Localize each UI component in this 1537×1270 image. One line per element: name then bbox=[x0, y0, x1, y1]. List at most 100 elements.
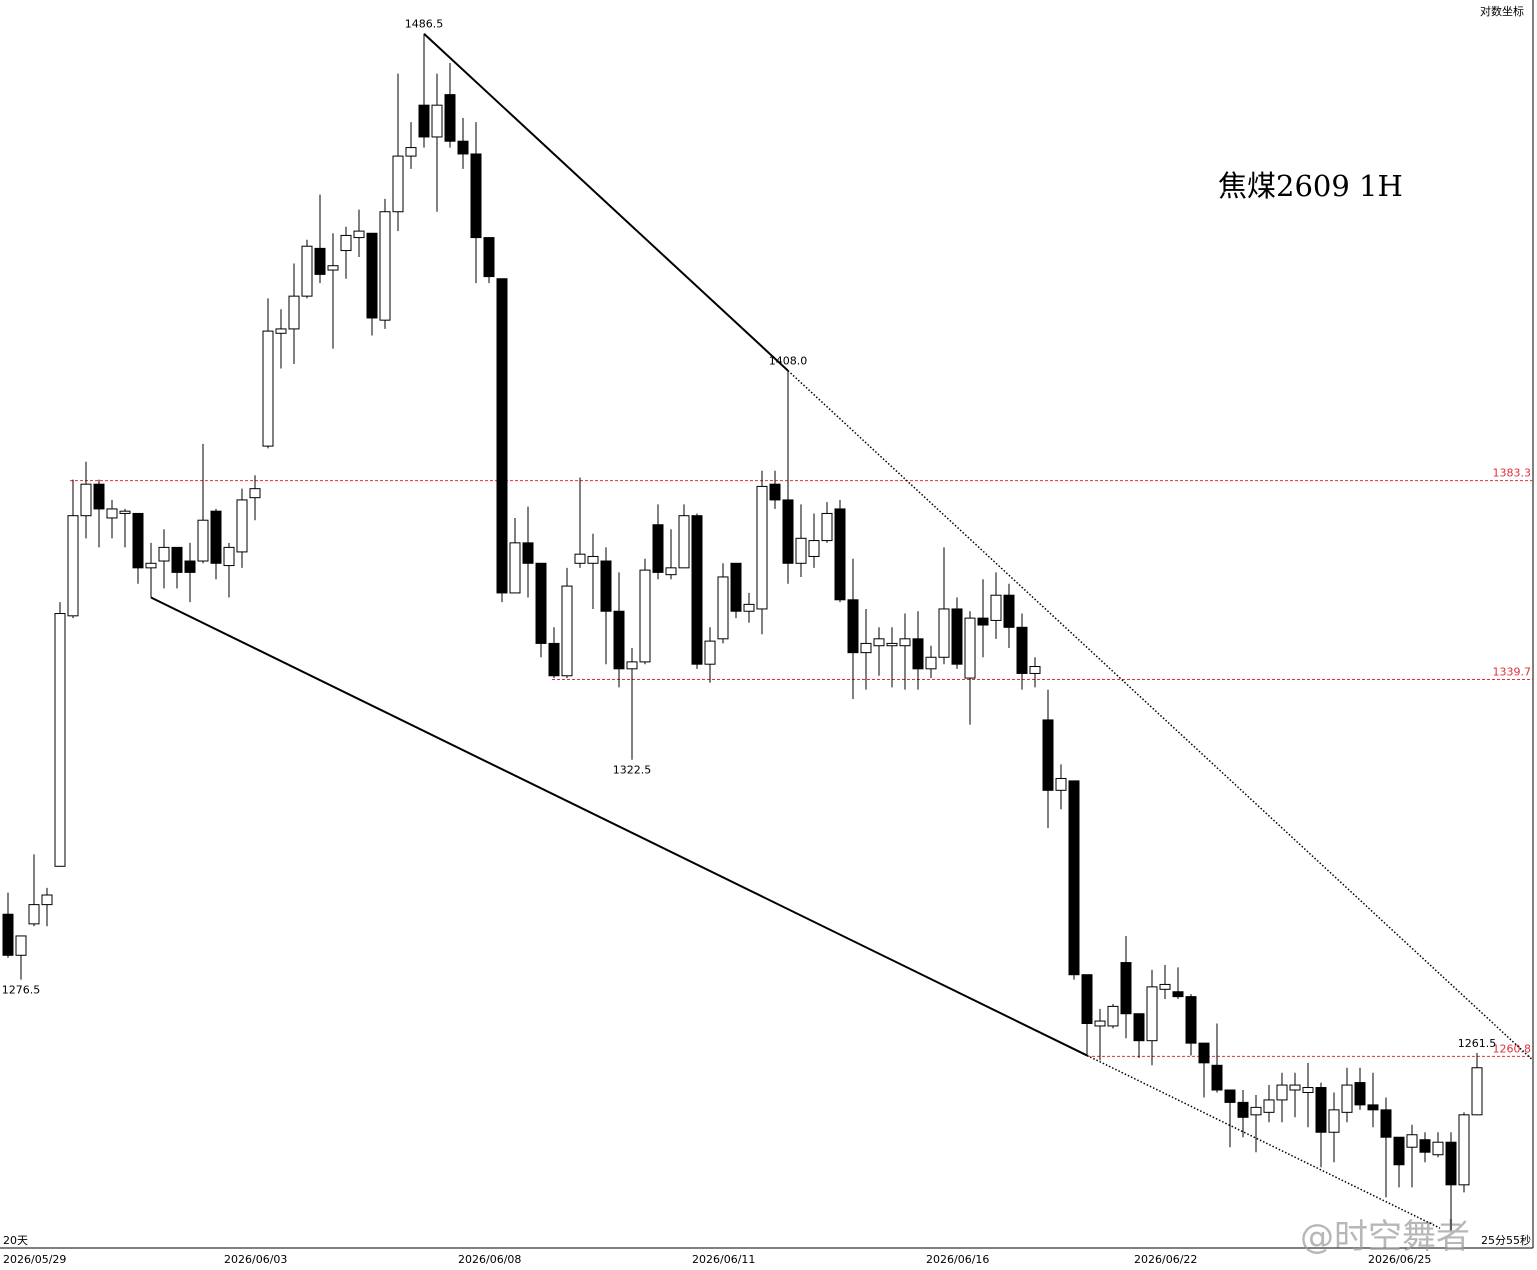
candle-body bbox=[1133, 1013, 1145, 1042]
candle-body bbox=[1471, 1067, 1483, 1116]
candle-body bbox=[1263, 1099, 1275, 1113]
candle-body bbox=[808, 540, 820, 557]
candle-body bbox=[405, 147, 417, 157]
x-tick-label: 2026/05/29 bbox=[3, 1253, 66, 1266]
candle-body bbox=[145, 562, 157, 569]
candle-body bbox=[392, 155, 404, 213]
candle-body bbox=[561, 585, 573, 677]
candle-body bbox=[730, 562, 742, 612]
level-label: 1260.8 bbox=[1493, 1042, 1532, 1055]
candle-body bbox=[1354, 1082, 1366, 1106]
candle-body bbox=[548, 642, 560, 677]
candle-body bbox=[223, 546, 235, 567]
chart-title: 焦煤2609 1H bbox=[1218, 169, 1403, 203]
candle-body bbox=[1198, 1042, 1210, 1064]
candle-body bbox=[496, 278, 508, 594]
candle-body bbox=[1419, 1139, 1431, 1153]
candle-body bbox=[1406, 1134, 1418, 1148]
period-label: 20天 bbox=[3, 1234, 28, 1247]
candle-body bbox=[1341, 1084, 1353, 1113]
candle-body bbox=[795, 537, 807, 564]
candle-body bbox=[938, 608, 950, 658]
candle-body bbox=[1055, 778, 1067, 791]
candle-body bbox=[925, 656, 937, 670]
candle-body bbox=[379, 211, 391, 321]
candle-body bbox=[847, 599, 859, 654]
candle-body bbox=[67, 515, 79, 617]
candle-body bbox=[574, 553, 586, 564]
candle-body bbox=[1159, 983, 1171, 990]
candle-body bbox=[951, 608, 963, 665]
candle-body bbox=[353, 230, 365, 239]
candle-body bbox=[1211, 1064, 1223, 1091]
candle-body bbox=[1276, 1084, 1288, 1101]
candle-body bbox=[652, 524, 664, 573]
extreme-label: 1486.5 bbox=[405, 18, 444, 31]
candle-body bbox=[1380, 1109, 1392, 1138]
candle-body bbox=[860, 642, 872, 654]
candle-body bbox=[964, 617, 976, 679]
candle-body bbox=[782, 499, 794, 564]
candle-body bbox=[119, 510, 131, 514]
candle-body bbox=[587, 555, 599, 564]
candle-body bbox=[327, 265, 339, 271]
candle-body bbox=[340, 234, 352, 252]
candle-body bbox=[990, 594, 1002, 621]
candle-body bbox=[756, 485, 768, 610]
extreme-label: 1261.5 bbox=[1458, 1037, 1497, 1050]
candle-body bbox=[1237, 1101, 1249, 1118]
candle-body bbox=[1146, 986, 1158, 1042]
x-tick-label: 2026/06/25 bbox=[1368, 1253, 1431, 1266]
candle-body bbox=[613, 610, 625, 670]
extreme-label: 1322.5 bbox=[613, 764, 652, 777]
candle-body bbox=[1003, 594, 1015, 628]
candle-body bbox=[444, 94, 456, 142]
candle-body bbox=[106, 508, 118, 519]
candle-body bbox=[626, 661, 638, 670]
candle-body bbox=[197, 519, 209, 562]
trend-extension bbox=[1086, 1054, 1441, 1229]
candle-body bbox=[418, 104, 430, 138]
trend-extension bbox=[787, 370, 1534, 1061]
candle-body bbox=[210, 510, 222, 564]
candle-body bbox=[470, 153, 482, 239]
candle-body bbox=[1328, 1109, 1340, 1133]
level-label: 1339.7 bbox=[1493, 665, 1532, 678]
candle-body bbox=[1432, 1141, 1444, 1156]
candle-body bbox=[236, 499, 248, 553]
candle-body bbox=[132, 512, 144, 569]
candle-body bbox=[1445, 1141, 1457, 1186]
candle-body bbox=[717, 576, 729, 640]
candle-body bbox=[704, 640, 716, 665]
extreme-label: 1408.0 bbox=[769, 355, 808, 368]
candle-body bbox=[600, 560, 612, 612]
candle-body bbox=[41, 894, 53, 906]
candle-body bbox=[275, 328, 287, 334]
x-tick-label: 2026/06/11 bbox=[692, 1253, 755, 1266]
candle-body bbox=[873, 638, 885, 647]
candle-body bbox=[1302, 1087, 1314, 1093]
candle-body bbox=[1029, 666, 1041, 674]
candle-body bbox=[535, 562, 547, 644]
level-label: 1383.3 bbox=[1493, 467, 1532, 480]
candle-body bbox=[509, 542, 521, 594]
candle-body bbox=[1068, 780, 1080, 976]
candle-body bbox=[366, 232, 378, 319]
candle-body bbox=[2, 913, 14, 956]
candle-body bbox=[1081, 974, 1093, 1025]
candle-body bbox=[665, 567, 677, 576]
candle-body bbox=[1315, 1087, 1327, 1133]
candle-body bbox=[483, 237, 495, 278]
candle-body bbox=[886, 642, 898, 647]
candle-body bbox=[1367, 1104, 1379, 1111]
candle-body bbox=[54, 613, 66, 867]
candle-body bbox=[249, 488, 261, 499]
candle-body bbox=[457, 140, 469, 155]
candle-body bbox=[1185, 996, 1197, 1044]
candle-body bbox=[1224, 1089, 1236, 1103]
candle-body bbox=[171, 546, 183, 573]
candle-body bbox=[1393, 1136, 1405, 1166]
candle-body bbox=[678, 515, 690, 569]
candle-body bbox=[1094, 1020, 1106, 1027]
